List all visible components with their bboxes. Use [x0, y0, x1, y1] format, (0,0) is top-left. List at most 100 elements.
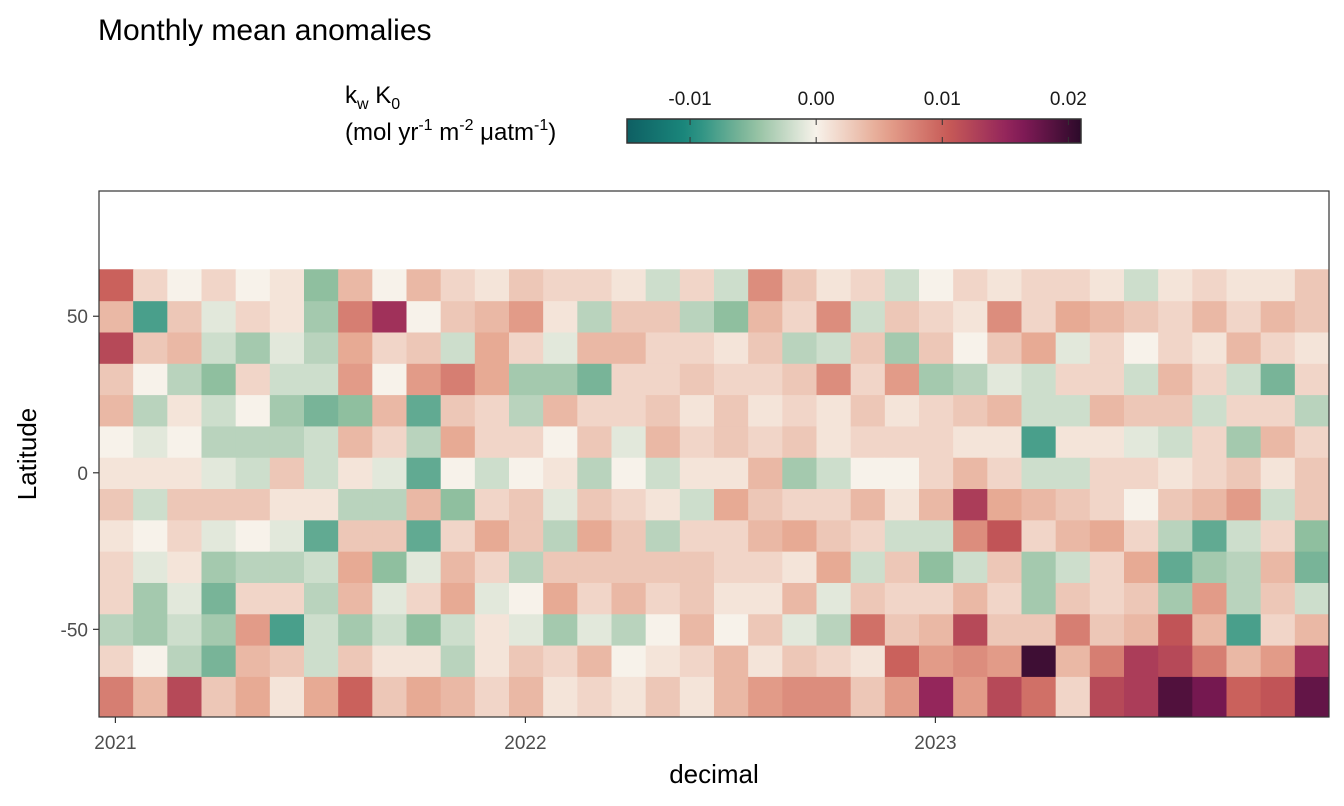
heatmap-cell: [133, 363, 168, 396]
heatmap-cell: [748, 676, 783, 717]
heatmap-cell: [1055, 519, 1091, 552]
heatmap-cell: [304, 519, 339, 552]
heatmap-cell: [1158, 488, 1193, 521]
heatmap-cell: [1055, 613, 1091, 646]
heatmap-cell: [1055, 582, 1091, 615]
heatmap-cell: [850, 613, 886, 646]
heatmap-cell: [782, 488, 818, 521]
heatmap-cell: [509, 676, 544, 717]
heatmap-cell: [509, 644, 544, 677]
heatmap-cell: [304, 676, 339, 717]
heatmap-cell: [1021, 331, 1057, 364]
heatmap-cell: [816, 331, 852, 364]
heatmap-cell: [884, 394, 920, 427]
heatmap-cell: [1294, 331, 1329, 364]
heatmap-cell: [1021, 551, 1057, 583]
heatmap-cell: [372, 363, 408, 396]
heatmap-cell: [474, 300, 510, 333]
heatmap-cell: [406, 676, 442, 717]
heatmap-cell: [1294, 519, 1329, 552]
heatmap-cell: [645, 457, 681, 490]
heatmap-cell: [748, 331, 783, 364]
heatmap-cell: [953, 394, 988, 427]
heatmap-cell: [1124, 363, 1159, 396]
heatmap-cell: [372, 613, 408, 646]
heatmap-cell: [645, 394, 681, 427]
heatmap-cell: [1192, 613, 1228, 646]
y-axis: 50 0 -50: [61, 307, 99, 641]
heatmap-cell: [509, 425, 544, 458]
heatmap-cell: [1192, 269, 1228, 302]
heatmap-cell: [1260, 613, 1296, 646]
heatmap-cell: [714, 519, 749, 552]
heatmap-cell: [782, 425, 818, 458]
heatmap-cell: [953, 488, 988, 521]
heatmap-cell: [1055, 331, 1091, 364]
heatmap-cell: [577, 644, 613, 677]
y-tick-label: 50: [67, 307, 88, 328]
heatmap-cell: [474, 363, 510, 396]
y-axis-label: Latitude: [12, 408, 42, 501]
heatmap-cell: [1021, 488, 1057, 521]
heatmap-cell: [1226, 300, 1262, 333]
heatmap-cell: [99, 394, 134, 427]
heatmap-cell: [679, 394, 715, 427]
heatmap-cell: [235, 457, 271, 490]
heatmap-cell: [1226, 488, 1262, 521]
heatmap-cell: [133, 644, 168, 677]
heatmap-cell: [338, 457, 373, 490]
heatmap-cell: [201, 269, 237, 302]
heatmap-cell: [611, 425, 647, 458]
heatmap-cell: [782, 394, 818, 427]
heatmap-cell: [782, 676, 818, 717]
heatmap-cell: [1226, 269, 1262, 302]
heatmap-cell: [338, 644, 373, 677]
heatmap-cell: [1055, 551, 1091, 583]
heatmap-cell: [1124, 676, 1159, 717]
heatmap-cell: [577, 425, 613, 458]
heatmap-cell: [987, 519, 1023, 552]
heatmap-cell: [338, 425, 373, 458]
legend-tick-label: 0.00: [798, 89, 835, 110]
heatmap-cell: [235, 519, 271, 552]
legend-colorbar-frame: [626, 118, 1082, 144]
heatmap-cell: [406, 394, 442, 427]
heatmap-cell: [1089, 613, 1125, 646]
heatmap-cell: [474, 457, 510, 490]
heatmap-cell: [577, 269, 613, 302]
heatmap-cell: [406, 644, 442, 677]
legend-title-line1: kw K0: [345, 82, 400, 113]
heatmap-cell: [440, 644, 476, 677]
heatmap-cell: [406, 551, 442, 583]
heatmap-cell: [543, 363, 578, 396]
heatmap-cell: [1260, 331, 1296, 364]
x-axis: 2021 2022 2023: [94, 717, 957, 754]
heatmap-cell: [1089, 300, 1125, 333]
heatmap-cell: [850, 457, 886, 490]
heatmap-cell: [782, 613, 818, 646]
heatmap-cell: [167, 457, 203, 490]
heatmap-cell: [99, 300, 134, 333]
heatmap-cell: [167, 425, 203, 458]
heatmap-cell: [1158, 582, 1193, 615]
heatmap-cell: [987, 269, 1023, 302]
heatmap-cell: [1192, 425, 1228, 458]
heatmap-cell: [611, 613, 647, 646]
heatmap-cell: [509, 488, 544, 521]
heatmap-cell: [235, 582, 271, 615]
heatmap-cell: [1124, 488, 1159, 521]
heatmap-cell: [99, 644, 134, 677]
heatmap-cell: [645, 551, 681, 583]
heatmap-cell: [133, 582, 168, 615]
heatmap-cell: [645, 519, 681, 552]
heatmap-cell: [679, 551, 715, 583]
heatmap-cell: [133, 488, 168, 521]
heatmap-cell: [235, 613, 271, 646]
heatmap-cell: [1089, 269, 1125, 302]
heatmap-cell: [782, 519, 818, 552]
heatmap-cell: [1124, 457, 1159, 490]
heatmap-cell: [440, 488, 476, 521]
heatmap-cell: [440, 676, 476, 717]
legend: kw K0 (mol yr-1 m-2 μatm-1) -0.01 0.00 0.0…: [345, 82, 1087, 146]
